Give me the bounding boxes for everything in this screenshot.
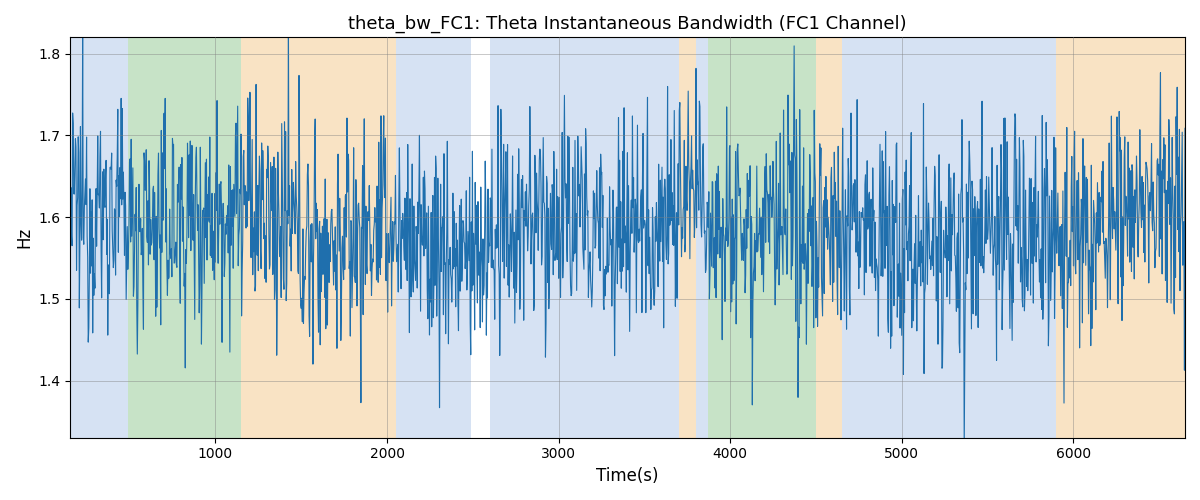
- X-axis label: Time(s): Time(s): [596, 467, 659, 485]
- Y-axis label: Hz: Hz: [14, 227, 32, 248]
- Bar: [490, 38, 679, 438]
- Title: theta_bw_FC1: Theta Instantaneous Bandwidth (FC1 Channel): theta_bw_FC1: Theta Instantaneous Bandwi…: [348, 15, 907, 34]
- Bar: [241, 38, 396, 438]
- Bar: [696, 38, 708, 438]
- Bar: [816, 38, 841, 438]
- Bar: [841, 38, 1056, 438]
- Bar: [679, 38, 696, 438]
- Bar: [396, 38, 472, 438]
- Bar: [708, 38, 816, 438]
- Bar: [1056, 38, 1186, 438]
- Bar: [128, 38, 241, 438]
- Bar: [71, 38, 128, 438]
